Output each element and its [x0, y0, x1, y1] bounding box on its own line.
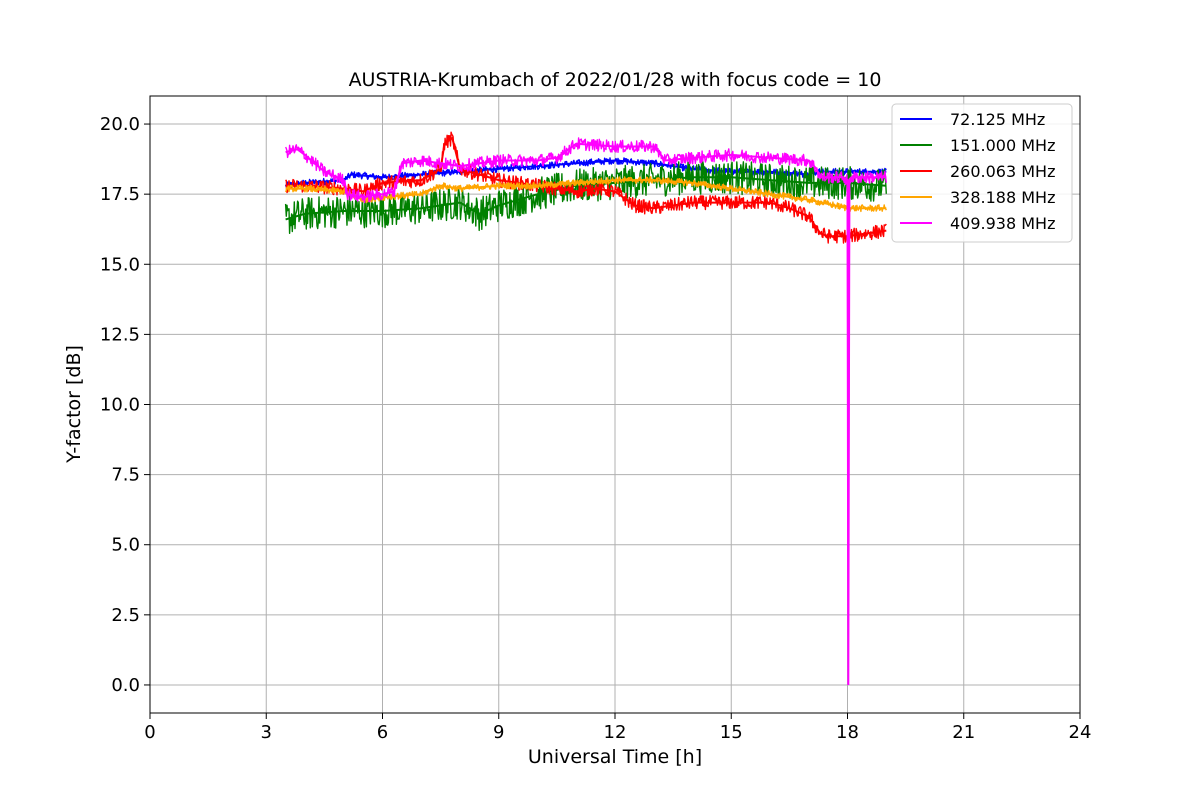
y-tick-label: 10.0 [100, 395, 140, 416]
y-tick-label: 2.5 [111, 605, 140, 626]
y-tick-label: 7.5 [111, 465, 140, 486]
y-tick-label: 15.0 [100, 254, 140, 275]
y-tick-label: 20.0 [100, 114, 140, 135]
series-line-4 [284, 137, 887, 638]
series-trend-2 [285, 136, 887, 238]
x-tick-label: 3 [261, 722, 272, 743]
series-trend-1 [285, 176, 887, 221]
y-tick-label: 12.5 [100, 324, 140, 345]
series-trend-4 [285, 142, 887, 686]
y-tick-label: 5.0 [111, 535, 140, 556]
y-tick-label: 17.5 [100, 184, 140, 205]
x-tick-label: 12 [604, 722, 627, 743]
legend: 72.125 MHz 151.000 MHz 260.063 MHz 328.188 … [891, 103, 1073, 243]
x-tick-label: 9 [493, 722, 504, 743]
series-layer [284, 131, 887, 686]
legend-label-0: 72.125 MHz [950, 110, 1045, 129]
y-tick-label: 0.0 [111, 675, 140, 696]
x-tick-label: 0 [144, 722, 155, 743]
x-tick-label: 6 [377, 722, 388, 743]
x-tick-label: 15 [720, 722, 743, 743]
x-tick-label: 24 [1069, 722, 1092, 743]
ticks: 0 3 6 9 12 15 18 21 24 0.0 2.5 5.0 7.5 10.0 12.5 15.0 17… [100, 114, 1092, 743]
legend-label-4: 409.938 MHz [950, 214, 1055, 233]
y-axis-label: Y-factor [dB] [63, 345, 85, 464]
chart-title: AUSTRIA-Krumbach of 2022/01/28 with focu… [349, 69, 882, 91]
series-line-2 [285, 131, 887, 244]
legend-label-1: 151.000 MHz [950, 136, 1055, 155]
legend-box [891, 103, 1073, 243]
legend-label-3: 328.188 MHz [950, 188, 1055, 207]
legend-label-2: 260.063 MHz [950, 162, 1055, 181]
x-tick-label: 21 [952, 722, 975, 743]
x-axis-label: Universal Time [h] [528, 746, 702, 768]
x-tick-label: 18 [836, 722, 859, 743]
